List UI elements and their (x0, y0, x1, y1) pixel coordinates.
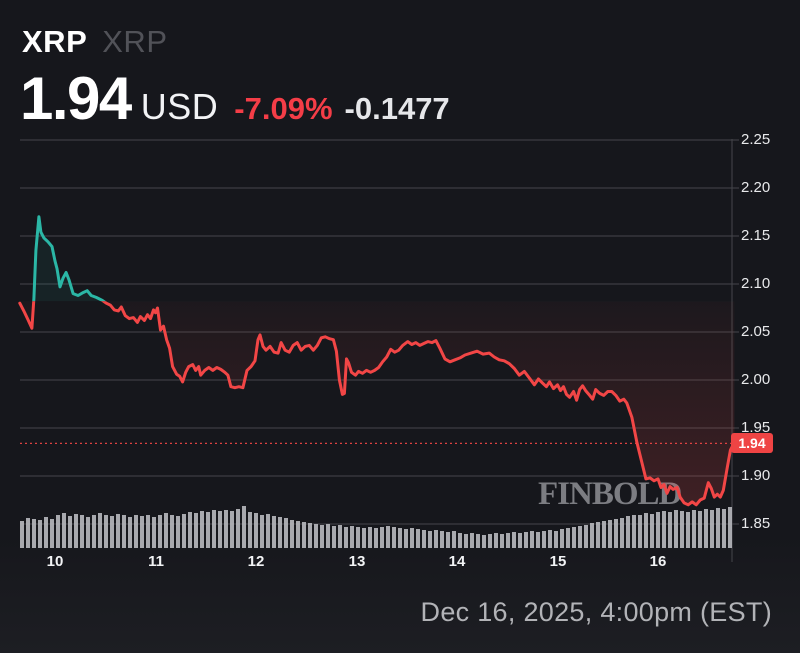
y-axis-label: 2.15 (741, 227, 771, 244)
asset-symbol: XRP (22, 24, 88, 59)
x-axis-label: 13 (348, 553, 366, 570)
x-axis-label: 14 (448, 553, 466, 570)
x-axis-label: 15 (549, 553, 567, 570)
price-line-down (18, 301, 736, 507)
area-fill-teal (33, 216, 104, 302)
y-axis-label: 2.00 (741, 371, 771, 388)
x-axis-label: 10 (46, 553, 64, 570)
price-change-absolute: -0.1477 (344, 91, 450, 126)
y-axis-label: 1.90 (741, 467, 771, 484)
x-axis-label: 16 (649, 553, 667, 570)
y-axis-label: 1.95 (741, 419, 771, 436)
asset-title: XRP XRP (22, 24, 168, 60)
asset-name: XRP (102, 24, 168, 59)
y-axis-label: 2.25 (741, 131, 771, 148)
y-axis-label: 1.85 (741, 515, 771, 532)
current-price-badge: 1.94 (731, 433, 773, 453)
x-axis-label: 11 (148, 553, 164, 570)
price-row: 1.94 USD -7.09% -0.1477 (20, 64, 450, 133)
y-axis-label: 2.20 (741, 179, 771, 196)
y-axis-label: 2.10 (741, 275, 771, 292)
y-axis-label: 2.05 (741, 323, 771, 340)
price-change-percent: -7.09% (234, 91, 333, 126)
price-value: 1.94 (20, 65, 132, 132)
area-fill-red (19, 301, 735, 505)
x-axis-label: 12 (247, 553, 265, 570)
price-currency: USD (140, 86, 219, 127)
timestamp: Dec 16, 2025, 4:00pm (EST) (420, 597, 772, 627)
volume-bars (20, 506, 732, 548)
